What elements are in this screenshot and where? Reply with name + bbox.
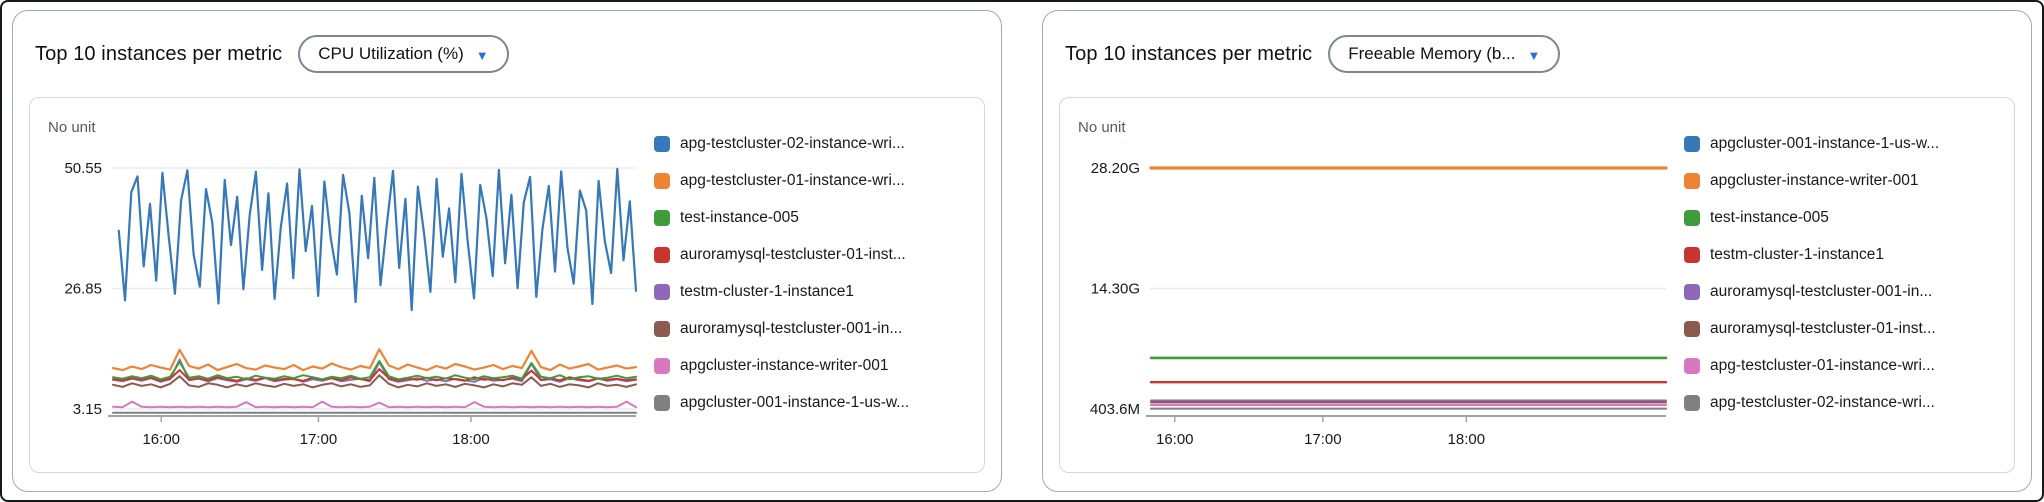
chart-legend: apg-testcluster-02-instance-wri... apg-te… [648,106,980,468]
legend-label: test-instance-005 [680,208,799,226]
cpu-utilization-line-chart[interactable]: 50.55 26.85 3.15 No unit 16:00 17:00 18:00 [32,106,648,456]
svg-text:14.30G: 14.30G [1091,281,1140,298]
legend-item[interactable]: apgcluster-instance-writer-001 [654,354,970,377]
legend-swatch [654,394,670,411]
svg-text:28.20G: 28.20G [1091,160,1140,177]
legend-swatch [1684,209,1700,226]
chevron-down-icon: ▼ [1527,47,1541,63]
chart-series-line [112,360,637,381]
legend-item[interactable]: auroramysql-testcluster-001-in... [1684,280,2000,303]
legend-label: apg-testcluster-02-instance-wri... [680,134,905,152]
legend-label: apgcluster-001-instance-1-us-w... [1710,134,1940,152]
legend-label: testm-cluster-1-instance1 [680,282,855,300]
chart-card: 50.55 26.85 3.15 No unit 16:00 17:00 18:00 apg… [29,97,985,473]
legend-swatch [1684,357,1700,374]
legend-swatch [654,172,670,189]
chevron-down-icon: ▼ [475,47,489,63]
legend-swatch [1684,172,1700,189]
legend-label: apgcluster-instance-writer-001 [680,356,889,374]
legend-label: auroramysql-testcluster-01-inst... [1710,319,1936,337]
metric-select-dropdown[interactable]: Freeable Memory (b... ▼ [1328,35,1561,73]
legend-item[interactable]: apg-testcluster-01-instance-wri... [1684,354,2000,377]
svg-text:No unit: No unit [48,119,96,136]
chart-plot-area[interactable]: 50.55 26.85 3.15 No unit 16:00 17:00 18:00 [32,106,648,468]
legend-label: apgcluster-001-instance-1-us-w... [680,393,910,411]
panel-title: Top 10 instances per metric [35,42,283,65]
freeable-memory-line-chart[interactable]: 28.20G 14.30G 403.6M No unit 16:00 17:00 18:00 [1062,106,1678,456]
legend-item[interactable]: auroramysql-testcluster-01-inst... [1684,317,2000,340]
metric-select-label: Freeable Memory (b... [1348,44,1516,63]
legend-item[interactable]: test-instance-005 [1684,206,2000,229]
chart-card: 28.20G 14.30G 403.6M No unit 16:00 17:00 18:00… [1059,97,2015,473]
panel-title: Top 10 instances per metric [1065,42,1313,65]
svg-text:50.55: 50.55 [64,160,102,177]
legend-swatch [654,283,670,300]
legend-item[interactable]: apgcluster-001-instance-1-us-w... [654,391,970,414]
svg-text:17:00: 17:00 [1304,431,1342,448]
panel-header: Top 10 instances per metric CPU Utilizat… [35,35,985,73]
legend-item[interactable]: auroramysql-testcluster-001-in... [654,317,970,340]
legend-item[interactable]: testm-cluster-1-instance1 [1684,243,2000,266]
legend-item[interactable]: testm-cluster-1-instance1 [654,280,970,303]
chart-series-line [117,167,638,312]
legend-swatch [654,320,670,337]
chart-plot-area[interactable]: 28.20G 14.30G 403.6M No unit 16:00 17:00 18:00 [1062,106,1678,468]
legend-label: auroramysql-testcluster-01-inst... [680,245,906,263]
panel-header: Top 10 instances per metric Freeable Mem… [1065,35,2015,73]
svg-text:26.85: 26.85 [64,281,102,298]
legend-item[interactable]: apg-testcluster-02-instance-wri... [1684,391,2000,414]
legend-item[interactable]: apg-testcluster-02-instance-wri... [654,132,970,155]
legend-label: auroramysql-testcluster-001-in... [1710,282,1933,300]
legend-swatch [654,357,670,374]
legend-item[interactable]: apg-testcluster-01-instance-wri... [654,169,970,192]
svg-text:16:00: 16:00 [142,431,180,448]
legend-swatch [1684,135,1700,152]
legend-swatch [654,209,670,226]
legend-swatch [654,246,670,263]
legend-label: apg-testcluster-01-instance-wri... [680,171,905,189]
svg-text:18:00: 18:00 [1448,431,1486,448]
legend-label: testm-cluster-1-instance1 [1710,245,1885,263]
svg-text:No unit: No unit [1078,119,1126,136]
legend-label: test-instance-005 [1710,208,1829,226]
svg-text:16:00: 16:00 [1156,431,1194,448]
legend-swatch [1684,394,1700,411]
legend-label: auroramysql-testcluster-001-in... [680,319,903,337]
svg-text:17:00: 17:00 [300,431,338,448]
legend-label: apg-testcluster-02-instance-wri... [1710,393,1935,411]
svg-text:18:00: 18:00 [452,431,490,448]
svg-text:403.6M: 403.6M [1090,401,1140,418]
metric-panel-cpu-utilization: Top 10 instances per metric CPU Utilizat… [12,10,1002,492]
chart-series-line [111,348,638,372]
legend-item[interactable]: auroramysql-testcluster-01-inst... [654,243,970,266]
chart-series-line [112,374,637,389]
legend-swatch [1684,246,1700,263]
svg-text:3.15: 3.15 [73,401,102,418]
legend-item[interactable]: test-instance-005 [654,206,970,229]
legend-swatch [1684,283,1700,300]
metric-select-label: CPU Utilization (%) [318,44,464,63]
legend-item[interactable]: apgcluster-instance-writer-001 [1684,169,2000,192]
metric-panel-freeable-memory: Top 10 instances per metric Freeable Mem… [1042,10,2032,492]
legend-label: apgcluster-instance-writer-001 [1710,171,1919,189]
chart-series-line [112,400,637,409]
metric-select-dropdown[interactable]: CPU Utilization (%) ▼ [298,35,509,73]
legend-swatch [1684,320,1700,337]
legend-swatch [654,135,670,152]
legend-label: apg-testcluster-01-instance-wri... [1710,356,1935,374]
chart-legend: apgcluster-001-instance-1-us-w... apgclus… [1678,106,2010,468]
legend-item[interactable]: apgcluster-001-instance-1-us-w... [1684,132,2000,155]
